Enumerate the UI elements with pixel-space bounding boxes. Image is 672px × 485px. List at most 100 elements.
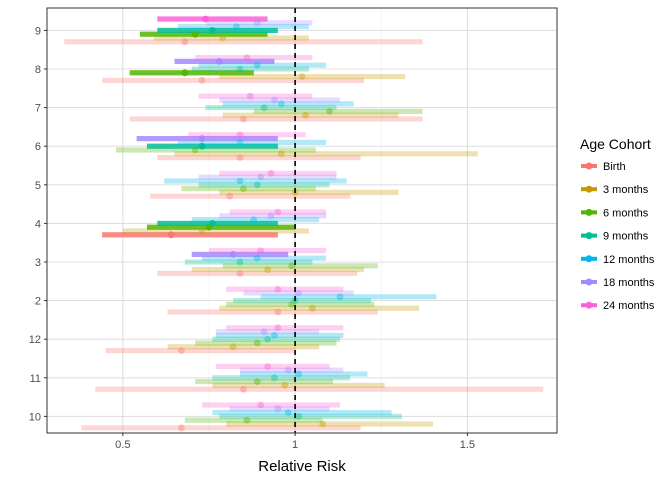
estimate-point — [229, 251, 237, 258]
estimate-point — [167, 231, 175, 239]
estimate-point — [177, 347, 185, 354]
estimate-point — [267, 212, 275, 220]
y-tick-label: 5 — [35, 180, 41, 192]
legend-label: 18 months — [603, 277, 655, 289]
interval-bar — [167, 309, 378, 315]
interval-bar — [226, 286, 344, 292]
interval-bar — [219, 170, 337, 176]
estimate-point — [326, 108, 333, 115]
interval-bar — [157, 16, 268, 22]
interval-bar — [198, 174, 337, 180]
interval-bar — [239, 367, 344, 373]
interval-bar — [212, 382, 385, 388]
legend-key-point — [585, 162, 593, 170]
y-tick-label: 6 — [35, 141, 41, 153]
estimate-point — [236, 177, 244, 185]
estimate-point — [202, 15, 209, 23]
interval-bar — [229, 209, 327, 215]
interval-bar — [219, 213, 327, 219]
grid-lines — [47, 8, 557, 433]
y-axis-ticks: 9 8 7 6 5 4 3 2 12 11 10 — [29, 25, 47, 423]
interval-bar — [222, 112, 399, 118]
estimate-point — [271, 374, 278, 382]
estimate-point — [233, 23, 240, 30]
estimate-point — [264, 266, 271, 273]
y-tick-label: 9 — [35, 25, 41, 37]
estimate-point — [288, 262, 296, 270]
interval-bar — [195, 379, 334, 385]
interval-bar — [239, 371, 368, 377]
interval-bar — [198, 93, 313, 99]
interval-bar — [195, 55, 313, 61]
estimate-point — [236, 154, 244, 162]
y-tick-label: 10 — [29, 411, 41, 423]
estimate-point — [209, 27, 216, 34]
estimate-point — [240, 185, 247, 193]
estimate-point — [274, 405, 282, 413]
interval-bar — [146, 143, 278, 149]
interval-bar — [222, 263, 378, 269]
interval-bar — [129, 116, 423, 122]
estimate-point — [177, 424, 185, 432]
estimate-point — [209, 220, 216, 227]
interval-bar — [102, 77, 365, 83]
estimate-point — [198, 227, 206, 235]
interval-bar — [205, 105, 337, 111]
interval-bar — [233, 298, 371, 304]
estimate-point — [236, 258, 244, 266]
estimate-point — [264, 363, 271, 370]
legend-key-point — [585, 255, 593, 263]
estimate-point — [253, 254, 261, 262]
estimate-point — [274, 208, 282, 216]
estimate-point — [274, 324, 282, 332]
estimate-point — [260, 104, 268, 111]
estimate-point — [298, 73, 306, 80]
estimate-point — [295, 413, 302, 420]
y-tick-label: 8 — [35, 64, 41, 76]
interval-bar — [215, 332, 344, 338]
estimate-point — [253, 339, 261, 347]
legend-key-point — [585, 301, 593, 309]
estimate-point — [295, 370, 302, 378]
interval-bar — [153, 35, 309, 41]
interval-bar — [191, 217, 320, 223]
interval-bar — [198, 62, 327, 68]
interval-bar — [219, 97, 340, 103]
estimate-point — [250, 216, 258, 224]
estimate-point — [284, 409, 292, 416]
legend: Age Cohort Birth 3 months 6 months 9 months… — [580, 136, 655, 312]
estimate-point — [271, 332, 278, 339]
legend-label: Birth — [603, 161, 626, 173]
estimate-point — [198, 77, 206, 84]
interval-bar — [150, 193, 351, 199]
x-tick-label: 0.5 — [115, 439, 130, 451]
interval-bar — [212, 410, 392, 416]
estimate-point — [181, 69, 189, 77]
panel-border — [46, 7, 558, 434]
interval-bar — [157, 155, 361, 161]
interval-bar — [222, 101, 354, 107]
interval-bar — [219, 189, 399, 195]
y-tick-label: 2 — [35, 296, 41, 308]
estimate-point — [271, 96, 278, 104]
interval-bar — [157, 27, 278, 33]
interval-bar — [188, 132, 306, 138]
interval-bar — [195, 340, 337, 346]
estimate-point — [198, 142, 206, 150]
estimate-points — [167, 15, 344, 432]
estimate-point — [288, 301, 296, 308]
estimate-point — [336, 293, 344, 301]
estimate-point — [236, 270, 244, 277]
estimate-point — [257, 247, 265, 255]
interval-bar — [226, 325, 344, 331]
interval-bar — [191, 66, 309, 72]
interval-bar — [167, 344, 320, 350]
legend-key-point — [585, 185, 593, 193]
x-axis-ticks: 0.5 1 1.5 — [115, 433, 475, 451]
estimate-point — [198, 135, 206, 143]
legend-title: Age Cohort — [580, 136, 651, 152]
estimate-point — [267, 170, 275, 177]
interval-bar — [191, 251, 289, 257]
estimate-point — [264, 335, 271, 343]
